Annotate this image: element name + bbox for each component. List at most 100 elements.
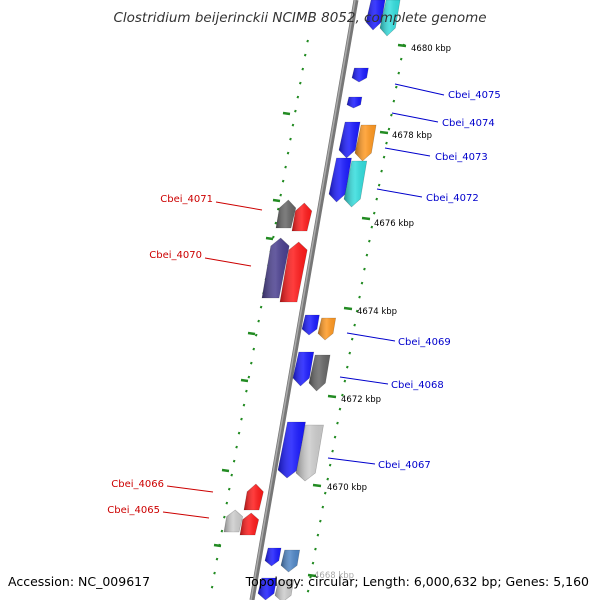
tick-mark xyxy=(341,393,344,397)
tick-mark xyxy=(338,407,342,411)
gene-features xyxy=(223,0,401,600)
gene-arrow-shading xyxy=(355,125,377,161)
kbp-tick xyxy=(361,216,371,221)
tick-mark xyxy=(259,305,263,309)
kbp-tick xyxy=(343,306,353,311)
kbp-label: 4668 kbp xyxy=(314,571,354,581)
tick-mark xyxy=(294,109,297,113)
gene-label-leader xyxy=(384,147,431,157)
tick-mark xyxy=(237,431,241,435)
tick-mark xyxy=(316,533,320,537)
tick-mark xyxy=(235,445,238,449)
tick-mark xyxy=(286,151,290,155)
kbp-tick xyxy=(240,378,249,383)
tick-mark xyxy=(368,239,371,243)
kbp-tick xyxy=(312,483,322,488)
genome-backbone-highlight xyxy=(250,0,356,600)
tick-mark xyxy=(387,127,391,131)
gene-label-cbei-4068[interactable]: Cbei_4068 xyxy=(391,380,444,391)
tick-mark xyxy=(279,193,283,197)
gene-arrow-shading xyxy=(265,548,282,566)
tick-mark xyxy=(328,463,332,467)
gene-arrow-shading xyxy=(302,315,320,335)
gene-label-leader xyxy=(391,112,439,123)
gene-label-leader xyxy=(376,188,423,198)
tick-mark xyxy=(232,459,236,463)
tick-mark xyxy=(230,473,234,477)
kbp-tick xyxy=(213,543,222,548)
kbp-tick xyxy=(247,331,256,336)
gene-label-cbei-4066[interactable]: Cbei_4066 xyxy=(111,479,164,490)
tick-mark xyxy=(348,351,352,355)
tick-mark xyxy=(399,57,403,61)
gene-label-cbei-4069[interactable]: Cbei_4069 xyxy=(398,337,451,348)
tick-mark xyxy=(363,267,366,271)
tick-mark xyxy=(385,141,388,145)
tick-mark xyxy=(242,403,246,407)
gene-label-cbei-4071[interactable]: Cbei_4071 xyxy=(160,194,213,205)
tick-mark xyxy=(254,333,258,337)
tick-mark xyxy=(227,487,231,491)
tick-mark xyxy=(284,165,287,169)
gene-arrow-shading xyxy=(278,422,306,478)
topology-text: Topology: circular; Length: 6,000,632 bp… xyxy=(245,574,589,589)
tick-mark xyxy=(375,197,379,201)
kbp-label: 4670 kbp xyxy=(327,483,367,493)
kbp-tick xyxy=(221,468,230,473)
tick-mark xyxy=(223,515,226,519)
tick-mark xyxy=(377,183,381,187)
gene-arrow-shading xyxy=(244,484,264,510)
tick-mark xyxy=(303,53,307,57)
kbp-label: 4680 kbp xyxy=(411,44,451,54)
kbp-label: 4676 kbp xyxy=(374,219,414,229)
kbp-label: 4678 kbp xyxy=(392,131,432,141)
gene-arrow-shading xyxy=(380,0,401,36)
gene-label-cbei-4074[interactable]: Cbei_4074 xyxy=(442,118,495,129)
tick-mark xyxy=(289,137,292,141)
tick-mark xyxy=(306,589,310,593)
gene-arrow-shading xyxy=(309,355,331,391)
kbp-tick xyxy=(265,236,274,241)
kbp-label: 4674 kbp xyxy=(357,307,397,317)
tick-mark xyxy=(390,113,393,117)
gene-arrow-shading xyxy=(296,425,324,481)
tick-mark xyxy=(345,365,349,369)
gene-arrow-shading xyxy=(292,203,312,231)
gene-arrow-shading xyxy=(347,97,362,108)
gene-arrow-shading xyxy=(339,122,361,158)
tick-mark xyxy=(319,519,322,523)
tick-mark xyxy=(247,375,251,379)
gene-labels: Cbei_4075 Cbei_4074 Cbei_4073 Cbei_4072 Cbei… xyxy=(107,83,501,519)
genome-backbone xyxy=(249,0,359,600)
tick-mark xyxy=(336,421,339,425)
tick-mark xyxy=(240,417,243,421)
gene-label-leader xyxy=(346,332,396,342)
inner-tick-ring xyxy=(210,39,309,589)
gene-label-cbei-4065[interactable]: Cbei_4065 xyxy=(107,505,160,516)
gene-label-cbei-4072[interactable]: Cbei_4072 xyxy=(426,193,479,204)
gene-arrow-shading xyxy=(258,578,277,600)
tick-mark xyxy=(350,337,354,341)
tick-mark xyxy=(210,585,214,589)
tick-mark xyxy=(252,347,256,351)
gene-label-leader xyxy=(215,201,263,211)
kbp-label: 4672 kbp xyxy=(341,395,381,405)
tick-mark xyxy=(321,505,325,509)
gene-arrow-shading xyxy=(262,238,290,298)
tick-mark xyxy=(274,221,278,225)
tick-mark xyxy=(276,207,280,211)
gene-arrow-shading xyxy=(240,513,259,535)
tick-mark xyxy=(382,155,386,159)
tick-mark xyxy=(397,71,401,75)
gene-label-cbei-4070[interactable]: Cbei_4070 xyxy=(149,250,202,261)
tick-mark xyxy=(296,95,300,99)
gene-arrow-shading xyxy=(366,0,386,30)
kbp-tick xyxy=(272,198,281,203)
gene-label-cbei-4067[interactable]: Cbei_4067 xyxy=(378,460,431,471)
gene-label-cbei-4075[interactable]: Cbei_4075 xyxy=(448,90,501,101)
gene-label-cbei-4073[interactable]: Cbei_4073 xyxy=(435,152,488,163)
gene-arrow-shading xyxy=(344,161,367,207)
gene-arrow-shading xyxy=(276,200,296,228)
tick-mark xyxy=(323,491,327,495)
